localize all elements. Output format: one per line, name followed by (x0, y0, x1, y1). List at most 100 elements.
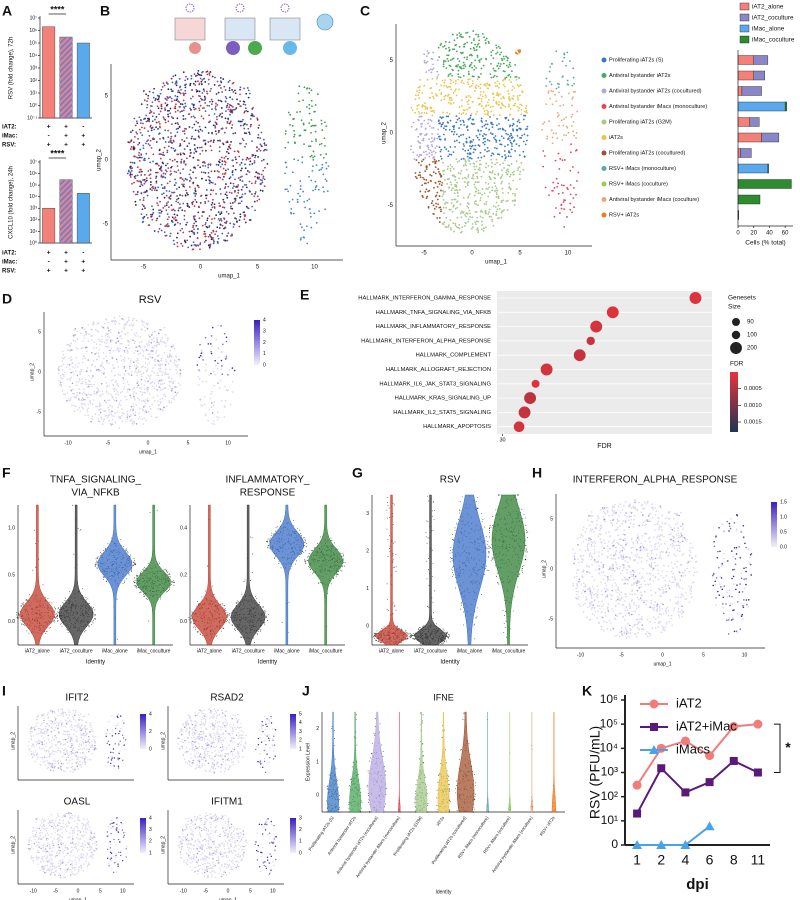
cell-point (144, 410, 146, 413)
cell-point (261, 190, 264, 192)
cell-point (137, 418, 140, 420)
cell-point (142, 321, 145, 324)
cell-point (69, 385, 71, 388)
cell-point (166, 339, 169, 342)
cell-point (209, 234, 211, 236)
cell-point (74, 340, 77, 342)
jitter-point (96, 561, 98, 563)
cell-point (203, 230, 206, 233)
cell-point (518, 173, 521, 176)
cell-point (504, 117, 507, 120)
cell-point (61, 377, 64, 380)
cell-point (106, 339, 108, 341)
cell-point (467, 70, 470, 73)
cell-point (157, 186, 160, 189)
cell-point (143, 99, 146, 102)
cell-point (456, 57, 459, 60)
cell-point (572, 96, 574, 99)
cell-point (563, 208, 566, 211)
cell-point (62, 353, 65, 356)
cell-point (91, 377, 93, 379)
cell-point (495, 193, 498, 196)
cell-point (112, 349, 115, 352)
cell-point (179, 105, 181, 108)
cell-point (240, 167, 243, 170)
cell-point (293, 158, 296, 161)
cell-point (102, 366, 105, 369)
cell-point (164, 169, 167, 172)
cell-point (452, 167, 455, 170)
cell-point (204, 235, 207, 238)
cell-point (145, 93, 148, 96)
cell-point (455, 133, 458, 136)
cell-point (145, 387, 148, 390)
cell-point (239, 100, 242, 103)
cell-point (166, 151, 169, 154)
cell-point (177, 382, 180, 385)
cell-point (449, 119, 452, 122)
cell-point (121, 390, 124, 393)
cell-point (553, 215, 556, 218)
cell-point (449, 78, 452, 81)
cell-point (226, 150, 228, 153)
cell-point (184, 86, 187, 89)
cell-point (452, 151, 455, 154)
cell-point (159, 363, 162, 366)
cell-point (431, 133, 434, 135)
cell-point (163, 117, 165, 120)
cell-point (227, 168, 229, 171)
cell-point (175, 182, 177, 184)
cell-point (171, 389, 174, 392)
cell-point (176, 245, 179, 248)
cell-point (421, 139, 424, 142)
cell-point (218, 129, 221, 132)
cell-point (247, 96, 250, 99)
cell-point (322, 156, 325, 159)
cell-point (194, 195, 197, 197)
cell-point (511, 200, 514, 202)
cell-point (189, 149, 192, 151)
cell-point (479, 93, 482, 96)
cell-point (479, 210, 482, 213)
cell-point (97, 368, 100, 371)
cell-point (437, 120, 440, 123)
legend-label: iMac_coculture (752, 37, 795, 44)
cell-point (146, 324, 148, 326)
cell-point (501, 128, 504, 131)
cell-point (468, 54, 471, 57)
cell-point (456, 192, 459, 194)
cell-point (111, 396, 114, 398)
cell-point (182, 202, 185, 205)
cell-point (503, 85, 506, 88)
cell-point (215, 115, 218, 118)
cell-point (236, 195, 238, 197)
cell-point (218, 84, 220, 87)
cell-point (138, 171, 141, 173)
cell-point (519, 178, 521, 181)
cell-point (491, 133, 494, 135)
cell-point (495, 139, 498, 142)
cell-point (478, 133, 481, 136)
cell-point (231, 207, 234, 210)
cell-point (461, 230, 463, 233)
cell-point (440, 184, 443, 187)
jitter-point (44, 632, 46, 634)
cell-point (220, 107, 223, 109)
cell-point (557, 182, 559, 185)
cell-point (572, 91, 575, 93)
cell-point (90, 420, 92, 423)
cell-point (172, 239, 175, 242)
cell-point (203, 90, 206, 92)
cell-point (214, 130, 217, 133)
cell-point (514, 194, 516, 197)
cell-point (475, 220, 478, 223)
cell-point (259, 189, 262, 192)
cell-point (118, 427, 121, 429)
cell-point (550, 90, 553, 92)
cell-point (160, 88, 163, 91)
cell-point (212, 404, 215, 407)
cell-point (186, 239, 189, 242)
cell-point (98, 338, 100, 341)
cell-point (174, 364, 177, 366)
cell-point (482, 64, 485, 67)
